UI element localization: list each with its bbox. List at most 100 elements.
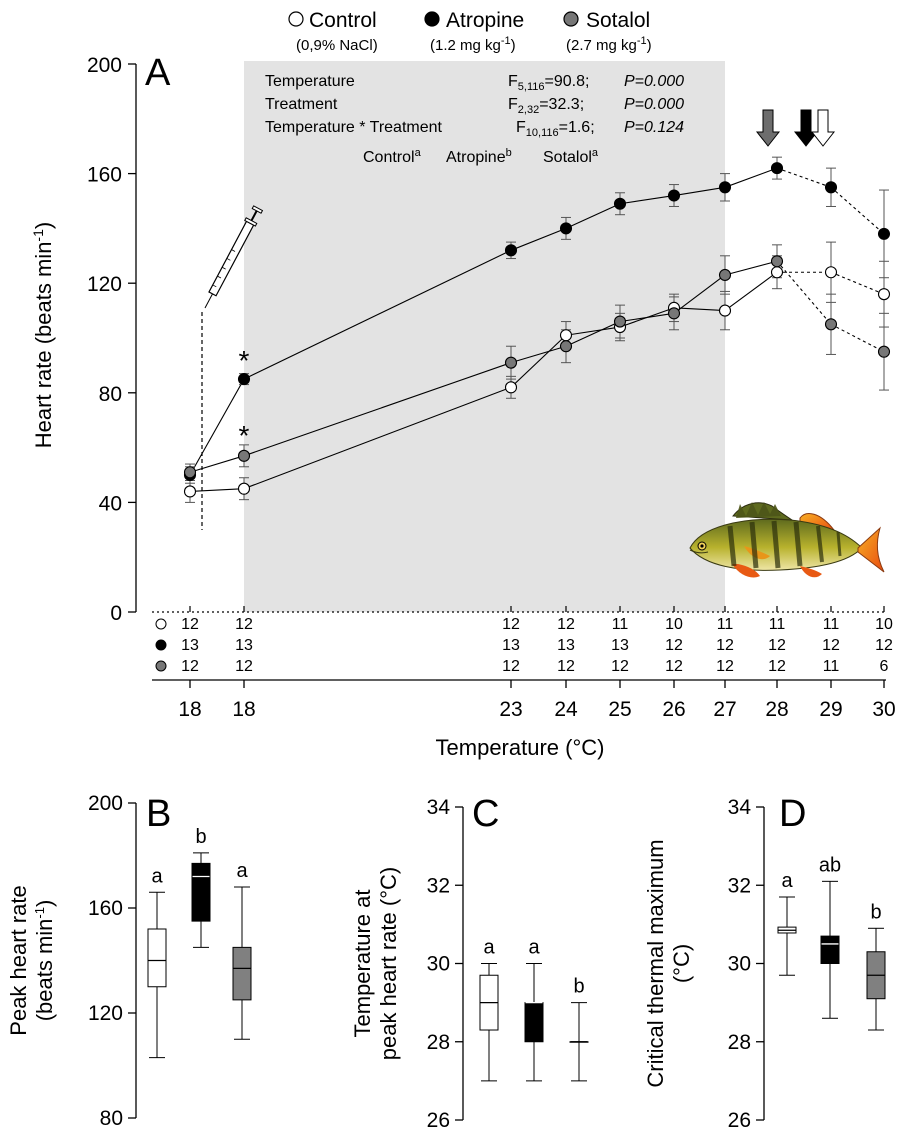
box-sotalol [232, 946, 252, 1001]
series-line-sotalol [565, 321, 621, 347]
legend-sub-control: (0,9% NaCl) [296, 37, 378, 54]
box-control [147, 928, 167, 988]
series-line-atropine [243, 249, 512, 380]
data-point-atropine [718, 181, 732, 194]
group-letter-atropine: Atropineb [446, 147, 512, 166]
panel-a: 0 40 80 120 160 200 A Heart rate (beats min-1… [30, 9, 896, 760]
legend-marker-control [288, 11, 304, 27]
sample-size-control: 10 [665, 616, 683, 633]
sample-size-atropine: 12 [822, 637, 840, 654]
data-point-sotalol [613, 315, 627, 328]
x-tick-label-a: 30 [872, 698, 895, 721]
stat-p-1: P=0.000 [624, 73, 684, 90]
y-tick-label-a: 120 [87, 273, 122, 296]
data-point-atropine [877, 227, 891, 240]
data-point-control [559, 329, 573, 342]
group-letter: a [151, 865, 163, 887]
series-line-control [243, 386, 512, 490]
series-line-sotalol [189, 455, 245, 473]
x-tick-label-a: 24 [554, 698, 578, 721]
y-tick-label: 32 [728, 874, 751, 897]
group-letter: b [573, 976, 584, 998]
sample-size-sotalol: 12 [665, 658, 683, 675]
series-line-control [565, 326, 621, 336]
sample-size-sotalol: 12 [611, 658, 629, 675]
sample-size-sotalol: 6 [880, 658, 889, 675]
x-tick-label-a: 23 [499, 698, 522, 721]
stat-term-1: Temperature [265, 73, 355, 90]
series-line-atropine [673, 186, 726, 197]
sample-size-control: 11 [717, 616, 734, 633]
data-point-control [770, 266, 784, 279]
y-tick-label-a: 40 [99, 492, 122, 515]
y-tick-label: 160 [88, 897, 123, 920]
panel-label-d: D [779, 793, 806, 835]
series-line-control [189, 488, 245, 492]
panel-label-b: B [146, 793, 171, 835]
sample-size-control: 10 [875, 616, 893, 633]
box-atropine [191, 862, 211, 922]
sample-size-sotalol: 12 [235, 658, 253, 675]
series-line-atropine [776, 167, 832, 188]
legend: Control (0,9% NaCl) Atropine (1.2 mg kg-… [288, 9, 652, 54]
y-axis-label: Critical thermal maximum(°C) [643, 839, 694, 1087]
sample-size-control: 11 [823, 616, 840, 633]
legend-marker-atropine [424, 11, 440, 27]
sample-size-atropine: 13 [557, 637, 575, 654]
group-letter: b [870, 901, 881, 923]
y-tick-label: 28 [427, 1031, 450, 1054]
panel-d: 26 28 30 32 34 D Critical thermal maximum(°C) a… [643, 793, 886, 1131]
arrow-control-icon [810, 109, 836, 147]
y-tick-label-a: 160 [87, 164, 122, 187]
sample-size-atropine: 13 [502, 637, 520, 654]
x-tick-label-a: 18 [178, 698, 201, 721]
sample-size-sotalol: 12 [768, 658, 786, 675]
data-point-atropine [613, 197, 627, 210]
group-letter: a [528, 937, 540, 959]
stat-p-3: P=0.124 [624, 119, 684, 136]
n-row-marker-sotalol [155, 660, 167, 672]
data-point-sotalol [237, 449, 251, 462]
data-point-control [504, 381, 518, 394]
data-point-sotalol [877, 345, 891, 358]
stat-term-2: Treatment [265, 96, 338, 113]
data-point-sotalol [504, 356, 518, 369]
arrow-atropine-icon [793, 109, 819, 147]
group-letter: ab [819, 854, 841, 876]
series-line-sotalol [673, 274, 726, 314]
syringe-icon [204, 205, 264, 309]
y-tick-label-a: 200 [87, 54, 122, 77]
y-axis-label: Temperature atpeak heart rate (°C) [350, 867, 401, 1060]
perch-fish-icon [689, 502, 885, 578]
y-tick-label: 34 [728, 796, 752, 819]
group-letter-control: Controla [363, 147, 422, 166]
series-line-sotalol [619, 312, 675, 323]
sample-size-atropine: 13 [235, 637, 253, 654]
panel-b: 80 120 160 200 B Peak heart rate(beats min-1)… [6, 792, 252, 1130]
x-tick-label-a: 25 [608, 698, 631, 721]
x-axis-label-a: Temperature (°C) [436, 735, 605, 760]
y-axis-label-a: Heart rate (beats min-1) [30, 222, 56, 448]
sample-size-atropine: 12 [716, 637, 734, 654]
panel-label-c: C [472, 793, 499, 835]
data-point-sotalol [770, 255, 784, 268]
sample-size-sotalol: 11 [823, 658, 840, 675]
y-axis-a: 0 40 80 120 160 200 [87, 54, 137, 625]
data-point-control [824, 266, 838, 279]
y-tick-label: 80 [100, 1107, 123, 1130]
legend-marker-sotalol [563, 11, 579, 27]
data-point-sotalol [824, 318, 838, 331]
series-line-atropine [565, 203, 621, 229]
data-point-atropine [770, 162, 784, 175]
y-tick-label: 28 [728, 1031, 751, 1054]
stat-p-2: P=0.000 [624, 96, 684, 113]
data-point-control [237, 482, 251, 495]
y-tick-label-a: 0 [110, 602, 122, 625]
series-line-control [830, 271, 885, 295]
sample-size-sotalol: 12 [502, 658, 520, 675]
series-line-atropine [510, 227, 567, 251]
sample-size-sotalol: 12 [181, 658, 199, 675]
group-letter: b [195, 826, 206, 848]
data-point-sotalol [718, 268, 732, 282]
